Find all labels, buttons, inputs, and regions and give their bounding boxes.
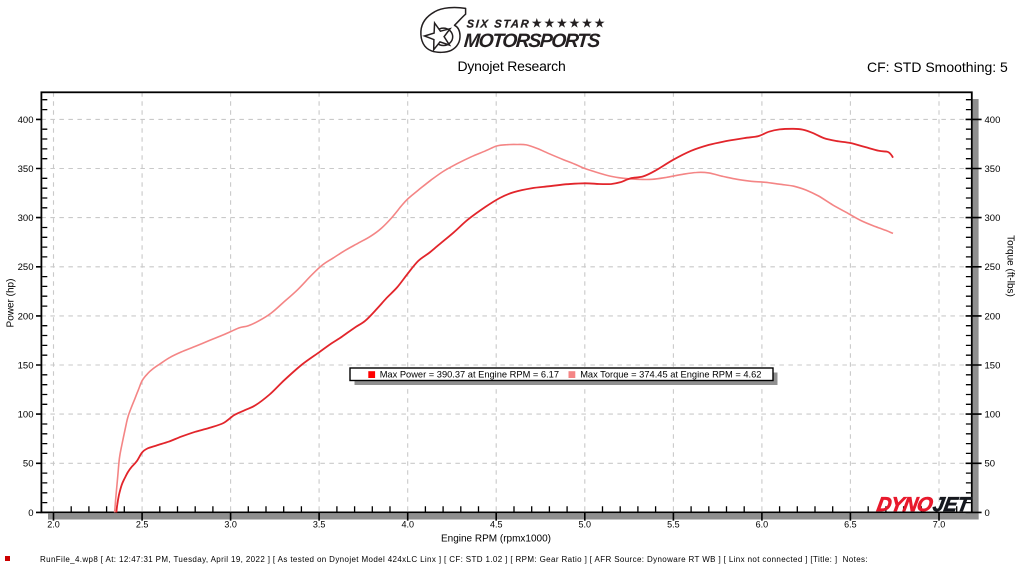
svg-text:3.0: 3.0: [224, 520, 237, 530]
svg-text:200: 200: [985, 311, 1001, 322]
svg-text:4.5: 4.5: [490, 520, 503, 530]
svg-text:2.0: 2.0: [47, 520, 60, 530]
svg-text:Power (hp): Power (hp): [6, 279, 17, 328]
svg-text:3.5: 3.5: [313, 520, 326, 530]
svg-text:5.5: 5.5: [667, 520, 680, 530]
svg-text:100: 100: [18, 410, 34, 421]
svg-text:400: 400: [18, 115, 34, 126]
svg-text:Max Power = 390.37 at Engine R: Max Power = 390.37 at Engine RPM = 6.17: [380, 370, 559, 380]
svg-text:150: 150: [18, 360, 34, 371]
svg-text:200: 200: [18, 311, 34, 322]
svg-text:4.0: 4.0: [401, 520, 414, 530]
svg-text:300: 300: [985, 213, 1001, 224]
svg-text:Max Torque = 374.45 at Engine: Max Torque = 374.45 at Engine RPM = 4.62: [580, 370, 761, 380]
svg-text:100: 100: [985, 410, 1001, 421]
svg-text:6.5: 6.5: [844, 520, 857, 530]
svg-text:350: 350: [985, 164, 1001, 175]
svg-text:150: 150: [985, 360, 1001, 371]
svg-text:Torque (ft-lbs): Torque (ft-lbs): [1005, 235, 1016, 297]
svg-text:Engine RPM (rpmx1000): Engine RPM (rpmx1000): [441, 534, 551, 545]
svg-text:0: 0: [985, 508, 990, 519]
svg-text:50: 50: [985, 459, 996, 470]
svg-text:5.0: 5.0: [579, 520, 592, 530]
svg-text:6.0: 6.0: [756, 520, 769, 530]
svg-text:SIX STAR: SIX STAR: [466, 19, 530, 31]
svg-text:DYNO: DYNO: [875, 494, 935, 516]
svg-text:7.0: 7.0: [933, 520, 946, 530]
svg-text:350: 350: [18, 164, 34, 175]
svg-text:250: 250: [18, 262, 34, 273]
svg-text:300: 300: [18, 213, 34, 224]
svg-text:0: 0: [28, 508, 33, 519]
svg-text:50: 50: [23, 459, 34, 470]
svg-text:400: 400: [985, 115, 1001, 126]
svg-text:250: 250: [985, 262, 1001, 273]
svg-text:2.5: 2.5: [136, 520, 149, 530]
svg-text:MOTORSPORTS: MOTORSPORTS: [463, 30, 601, 52]
svg-text:JET: JET: [931, 494, 973, 516]
